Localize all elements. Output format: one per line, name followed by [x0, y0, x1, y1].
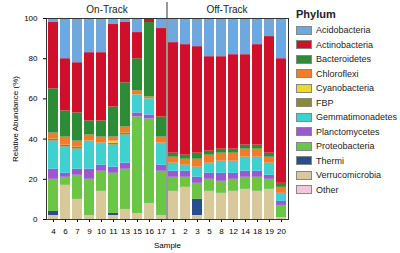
html-text:Bacteroidetes: Bacteroidetes	[316, 54, 371, 65]
html-text:Thermi: Thermi	[316, 155, 344, 166]
html-text:Cyanobacteria: Cyanobacteria	[316, 83, 374, 94]
svg-text:Relative Abundance (%): Relative Abundance (%)	[11, 76, 20, 162]
svg-text:10: 10	[97, 227, 106, 236]
svg-text:Off-Track: Off-Track	[206, 4, 248, 15]
html-text:Chloroflexi: Chloroflexi	[316, 68, 359, 79]
html-text:Actinobacteria: Actinobacteria	[316, 39, 373, 50]
svg-text:16: 16	[145, 227, 154, 236]
html-text:Proteobacteria: Proteobacteria	[316, 141, 375, 152]
svg-text:100: 100	[24, 14, 38, 23]
svg-text:12: 12	[229, 227, 238, 236]
svg-text:19: 19	[265, 227, 274, 236]
svg-text:13: 13	[121, 227, 130, 236]
svg-text:6: 6	[63, 227, 68, 236]
html-text:FBP: FBP	[316, 97, 334, 108]
svg-text:40: 40	[29, 135, 38, 144]
html-text:Acidobacteria: Acidobacteria	[316, 25, 371, 36]
svg-text:4: 4	[51, 227, 56, 236]
svg-text:14: 14	[241, 227, 250, 236]
svg-text:18: 18	[253, 227, 262, 236]
svg-text:60: 60	[29, 94, 38, 103]
svg-text:3: 3	[195, 227, 200, 236]
svg-text:9: 9	[87, 227, 92, 236]
html-text:Verrucomicrobia: Verrucomicrobia	[316, 170, 381, 181]
svg-text:1: 1	[171, 227, 176, 236]
html-text:Planctomycetes: Planctomycetes	[316, 126, 380, 137]
svg-text:Sample: Sample	[154, 241, 182, 250]
svg-text:11: 11	[109, 227, 118, 236]
svg-text:2: 2	[183, 227, 188, 236]
svg-text:5: 5	[207, 227, 212, 236]
svg-text:15: 15	[133, 227, 142, 236]
svg-text:7: 7	[75, 227, 80, 236]
html-text:Other: Other	[316, 184, 339, 195]
svg-text:20: 20	[277, 227, 286, 236]
svg-text:20: 20	[29, 175, 38, 184]
html-text:Phylum: Phylum	[296, 8, 336, 20]
html-text:Gemmatimonadetes: Gemmatimonadetes	[316, 112, 397, 123]
svg-text:8: 8	[219, 227, 224, 236]
svg-text:17: 17	[157, 227, 166, 236]
svg-text:On-Track: On-Track	[86, 4, 128, 15]
svg-text:0: 0	[33, 215, 38, 224]
svg-text:80: 80	[29, 54, 38, 63]
